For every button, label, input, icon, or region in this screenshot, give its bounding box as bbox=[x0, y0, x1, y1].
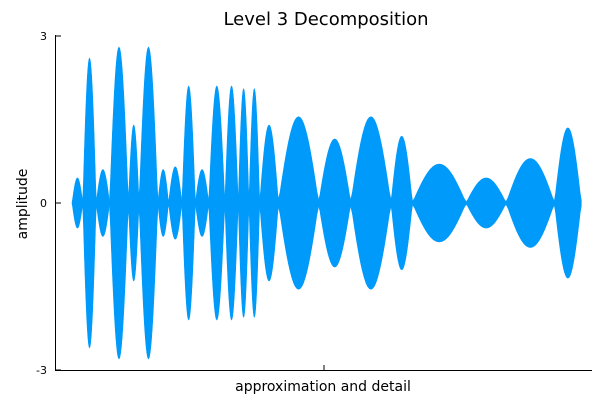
plot-area bbox=[71, 46, 582, 360]
y-ticks: -3 0 3 bbox=[36, 30, 61, 377]
x-axis-label: approximation and detail bbox=[235, 379, 411, 395]
chart-title: Level 3 Decomposition bbox=[223, 9, 428, 30]
y-axis-label: amplitude bbox=[15, 169, 31, 240]
y-tick-label: 0 bbox=[40, 197, 47, 210]
y-tick-label: -3 bbox=[36, 364, 47, 377]
y-tick-label: 3 bbox=[40, 30, 47, 43]
